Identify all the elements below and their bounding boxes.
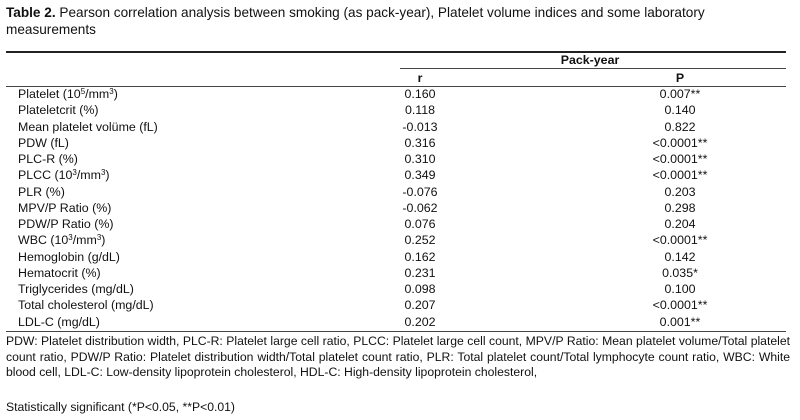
row-label: Total cholesterol (mg/dL) [18,298,154,313]
p-value: 0.822 [664,119,696,134]
p-value: 0.203 [664,184,696,199]
table-row: Hemoglobin (g/dL) 0.162 0.142 [0,249,800,265]
r-value: -0.062 [402,200,438,215]
table-row: PDW (fL) 0.316 <0.0001** [0,135,800,151]
row-label: Mean platelet volüme (fL) [18,119,158,134]
p-value: <0.0001** [652,152,708,166]
p-value: <0.0001** [652,135,708,150]
row-label: Triglycerides (mg/dL) [18,282,134,296]
table-row: Mean platelet volüme (fL) -0.013 0.822 [0,119,800,135]
p-value: 0.007** [659,87,701,101]
p-value: <0.0001** [652,233,708,248]
p-value: 0.142 [664,249,696,264]
table-row: Plateletcrit (%) 0.118 0.140 [0,102,800,118]
group-header-rule [400,68,786,69]
table-caption-label: Table 2. [6,5,56,20]
table-row: MPV/P Ratio (%) -0.062 0.298 [0,200,800,216]
row-label: Plateletcrit (%) [18,103,99,118]
header-rule [6,86,786,87]
row-label: PLCC (103/mm3) [18,168,110,183]
row-label: WBC (103/mm3) [18,233,106,248]
r-value: -0.076 [402,184,438,199]
table-row: LDL-C (mg/dL) 0.202 0.001** [0,314,800,330]
r-value: 0.231 [404,265,436,280]
p-value: 0.298 [664,200,696,215]
r-value: 0.310 [404,152,436,166]
p-value: 0.001** [659,314,701,329]
table-row: PDW/P Ratio (%) 0.076 0.204 [0,216,800,232]
abbreviations-footnote: PDW: Platelet distribution width, PLC-R:… [6,334,790,379]
r-value: 0.162 [404,249,436,264]
row-label: PDW/P Ratio (%) [18,217,114,231]
table-caption: Table 2. Pearson correlation analysis be… [6,4,792,38]
r-value: 0.252 [404,233,436,248]
table-row: Platelet (105/mm3) 0.160 0.007** [0,86,800,102]
r-value: 0.076 [404,217,436,231]
table-row: PLC-R (%) 0.310 <0.0001** [0,151,800,167]
p-value: 0.140 [664,103,696,118]
group-header: Pack-year [560,53,620,67]
row-label: PDW (fL) [18,135,69,150]
row-label: PLR (%) [18,184,65,199]
p-value: 0.100 [664,282,696,296]
p-value: 0.204 [664,217,696,231]
significance-note: Statistically significant (*P<0.05, **P<… [6,400,235,414]
table-body: Platelet (105/mm3) 0.160 0.007** Plateletcr… [0,86,800,330]
r-value: 0.207 [404,298,436,313]
row-label: Hemoglobin (g/dL) [18,249,120,264]
row-label: MPV/P Ratio (%) [18,200,112,215]
table-row: Total cholesterol (mg/dL) 0.207 <0.0001** [0,297,800,313]
r-value: 0.349 [404,168,436,183]
row-label: LDL-C (mg/dL) [18,314,100,329]
row-label: PLC-R (%) [18,152,78,166]
bottom-rule [6,331,786,332]
column-header-r: r [417,71,423,85]
row-label: Platelet (105/mm3) [18,87,118,101]
row-label: Hematocrit (%) [18,265,101,280]
p-value: 0.035* [662,265,698,280]
table-row: PLR (%) -0.076 0.203 [0,184,800,200]
r-value: 0.202 [404,314,436,329]
table-caption-text: Pearson correlation analysis between smo… [6,5,705,37]
r-value: -0.013 [402,119,438,134]
table-row: Hematocrit (%) 0.231 0.035* [0,265,800,281]
r-value: 0.098 [404,282,436,296]
p-value: <0.0001** [652,298,708,313]
r-value: 0.160 [404,87,436,101]
r-value: 0.118 [404,103,436,118]
column-header-p: P [675,71,685,85]
p-value: <0.0001** [652,168,708,183]
top-rule [6,51,786,53]
table-row: Triglycerides (mg/dL) 0.098 0.100 [0,281,800,297]
r-value: 0.316 [404,135,436,150]
table-row: PLCC (103/mm3) 0.349 <0.0001** [0,167,800,183]
table-row: WBC (103/mm3) 0.252 <0.0001** [0,232,800,248]
